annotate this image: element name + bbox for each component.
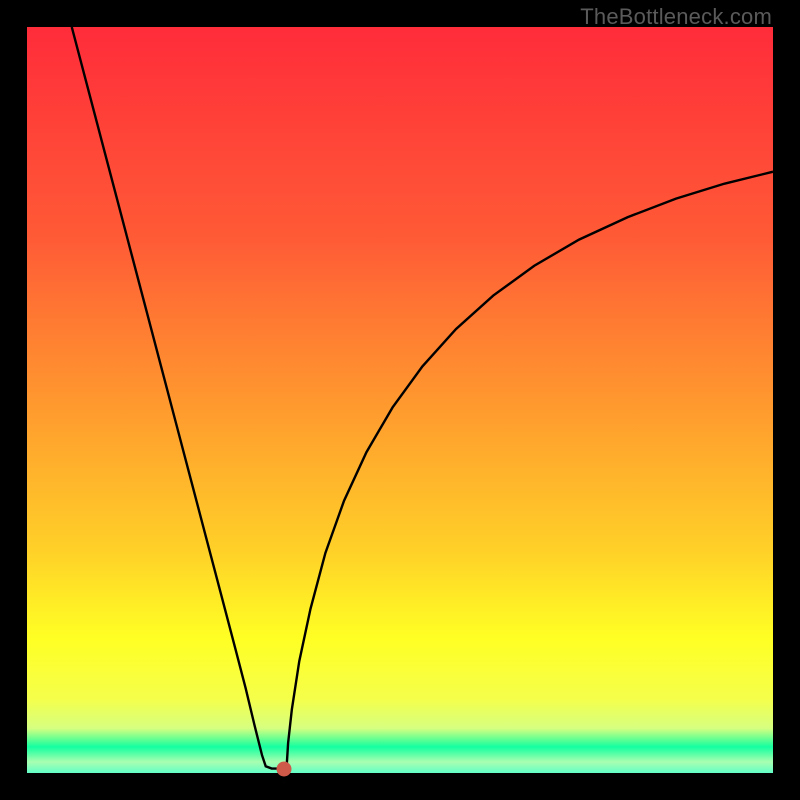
curve-path bbox=[72, 27, 773, 769]
minimum-marker-dot bbox=[277, 761, 292, 776]
bottleneck-curve bbox=[27, 27, 773, 773]
plot-area bbox=[27, 27, 773, 773]
watermark-text: TheBottleneck.com bbox=[580, 4, 772, 30]
